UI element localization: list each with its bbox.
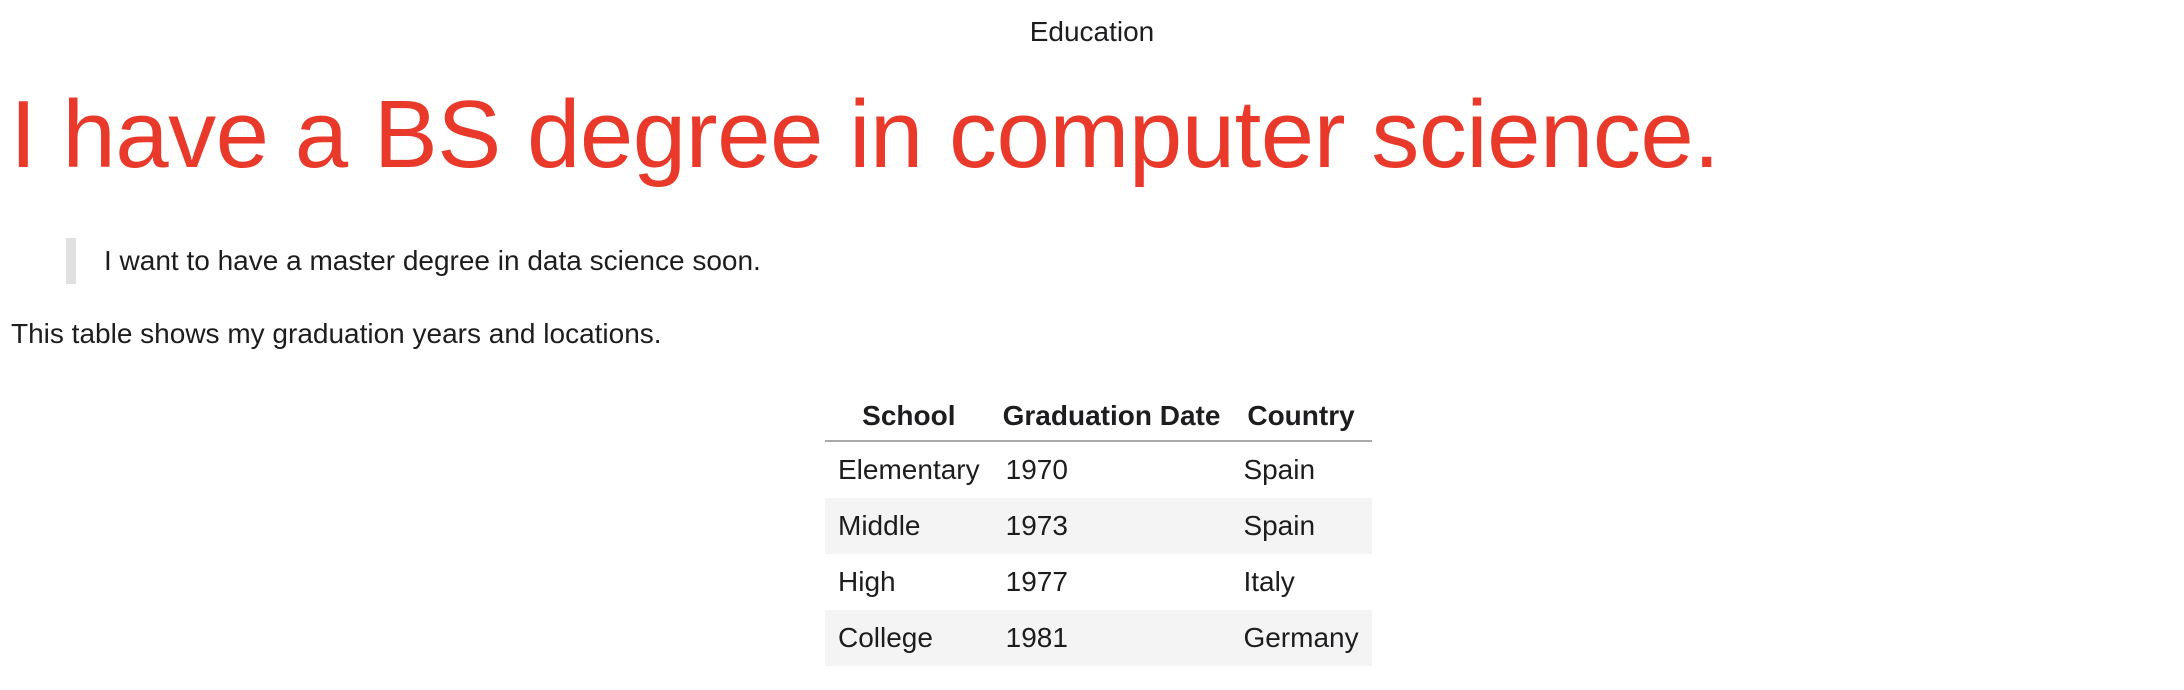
column-header-graduation-date: Graduation Date [992,392,1231,442]
graduation-table: School Graduation Date Country Elementar… [825,392,1372,666]
cell-country: Spain [1243,454,1316,485]
table-header: School Graduation Date Country [825,392,1372,442]
cell-school: College [825,610,993,666]
page-title: Education [1029,16,1155,47]
table-header-row: School Graduation Date Country [825,392,1372,442]
cell-school: Middle [825,498,993,554]
cell-country: Spain [1230,498,1372,554]
cell-graduation-date: 1981 [992,610,1231,666]
column-header-school: School [825,392,993,442]
blockquote: I want to have a master degree in data s… [66,238,761,284]
cell-school: High [838,566,896,597]
table-row: Middle 1973 Spain [825,498,1372,554]
cell-country: Italy [1243,566,1295,597]
column-header-country: Country [1230,392,1372,442]
table-body: Elementary 1970 Spain Middle 1973 Spain … [825,441,1372,666]
cell-graduation-date: 1970 [1005,454,1068,485]
cell-country: Germany [1230,610,1372,666]
cell-graduation-date: 1977 [1005,566,1068,597]
table-row: College 1981 Germany [825,610,1372,666]
intro-paragraph: This table shows my graduation years and… [11,318,662,349]
cell-school: Elementary [838,454,980,485]
headline: I have a BS degree in computer science. [10,81,1720,188]
table-row: Elementary 1970 Spain [825,441,1372,498]
table-row: High 1977 Italy [825,554,1372,610]
cell-graduation-date: 1973 [992,498,1231,554]
